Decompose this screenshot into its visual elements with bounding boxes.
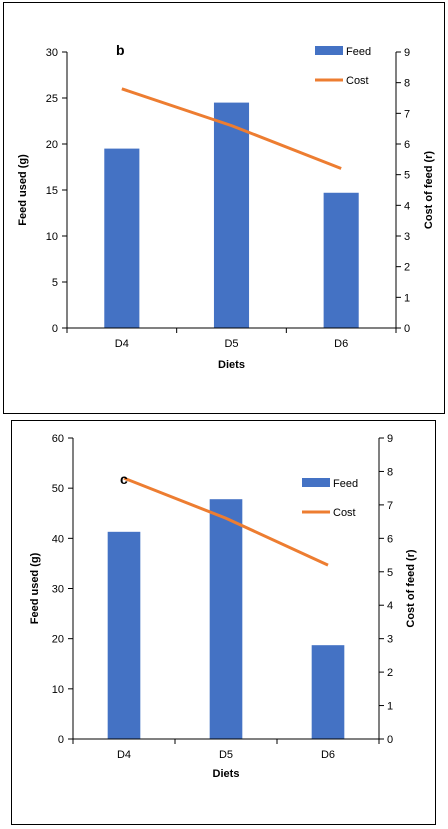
feed-bar-D4	[107, 531, 141, 739]
feed-bar-D4	[104, 148, 140, 328]
feed-bar-D5	[209, 499, 243, 739]
y2-tick-label: 8	[387, 466, 393, 478]
y2-tick-label: 2	[387, 667, 393, 679]
x-tick-label-D4: D4	[115, 338, 129, 350]
y-axis-title: Feed used (g)	[29, 552, 41, 624]
legend-feed-label: Feed	[333, 478, 358, 490]
feed-bar-D6	[323, 192, 359, 328]
y2-tick-label: 7	[387, 500, 393, 512]
chart-panel-b: 0 5 10 15 20 25 30 0 1 2 3 4 5 6 7 8 9 D4 D5 D6 Diets Feed us…	[3, 2, 445, 414]
y2-tick-label: 5	[404, 170, 410, 182]
panel-label: c	[120, 471, 128, 487]
y-tick-label: 0	[58, 734, 64, 746]
y2-tick-label: 5	[387, 567, 393, 579]
x-axis-title: Diets	[213, 768, 240, 780]
y2-tick-label: 9	[387, 433, 393, 445]
legend-feed-swatch	[302, 478, 330, 487]
y2-tick-label: 3	[387, 634, 393, 646]
y2-tick-label: 2	[404, 262, 410, 274]
panel-label: b	[116, 42, 125, 58]
y-tick-label: 30	[46, 47, 58, 59]
feed-bar-D5	[213, 102, 250, 328]
chart-panel-c: 0 10 20 30 40 50 60 0 1 2 3 4 5 6 7 8 9 D4 D5 D6 Diets Feed u…	[11, 420, 436, 825]
y2-tick-label: 9	[404, 47, 410, 59]
y2-tick-label: 6	[387, 533, 393, 545]
y-tick-label: 50	[52, 483, 64, 495]
y2-axis-title: Cost of feed (r)	[405, 549, 417, 628]
y-tick-label: 30	[52, 584, 64, 596]
legend-cost-label: Cost	[346, 75, 369, 87]
y-tick-label: 40	[52, 533, 64, 545]
y2-tick-label: 0	[404, 323, 410, 335]
feed-bar-D6	[311, 645, 345, 739]
y2-axis-title: Cost of feed (r)	[423, 151, 435, 230]
y-tick-label: 5	[52, 277, 58, 289]
y2-tick-label: 4	[404, 200, 410, 212]
x-tick-label-D5: D5	[219, 749, 233, 761]
x-tick-label-D6: D6	[334, 338, 348, 350]
legend-feed-label: Feed	[346, 46, 371, 58]
y-tick-label: 20	[52, 634, 64, 646]
y-tick-label: 10	[52, 684, 64, 696]
y2-tick-label: 7	[404, 108, 410, 120]
y2-tick-label: 1	[387, 701, 393, 713]
y-tick-label: 10	[46, 231, 58, 243]
legend-feed-swatch	[315, 46, 343, 55]
x-axis-title: Diets	[218, 359, 245, 371]
y2-tick-label: 4	[387, 600, 393, 612]
y2-tick-label: 6	[404, 139, 410, 151]
x-tick-label-D5: D5	[224, 338, 238, 350]
y-tick-label: 25	[46, 93, 58, 105]
y2-tick-label: 0	[387, 734, 393, 746]
cost-line	[121, 87, 342, 170]
y-axis-title: Feed used (g)	[17, 154, 29, 226]
y-tick-label: 15	[46, 185, 58, 197]
y2-tick-label: 1	[404, 292, 410, 304]
y2-tick-label: 8	[404, 78, 410, 90]
y-tick-label: 20	[46, 139, 58, 151]
x-tick-label-D6: D6	[321, 749, 335, 761]
chart-c: 0 10 20 30 40 50 60 0 1 2 3 4 5 6 7 8 9 D4 D5 D6 Diets Feed u…	[29, 433, 417, 780]
x-tick-label-D4: D4	[117, 749, 131, 761]
y-tick-label: 60	[52, 433, 64, 445]
cost-line	[123, 476, 329, 567]
y-tick-label: 0	[52, 323, 58, 335]
chart-b: 0 5 10 15 20 25 30 0 1 2 3 4 5 6 7 8 9 D4 D5 D6 Diets Feed us…	[17, 42, 435, 371]
legend-cost-label: Cost	[333, 507, 356, 519]
y2-tick-label: 3	[404, 231, 410, 243]
